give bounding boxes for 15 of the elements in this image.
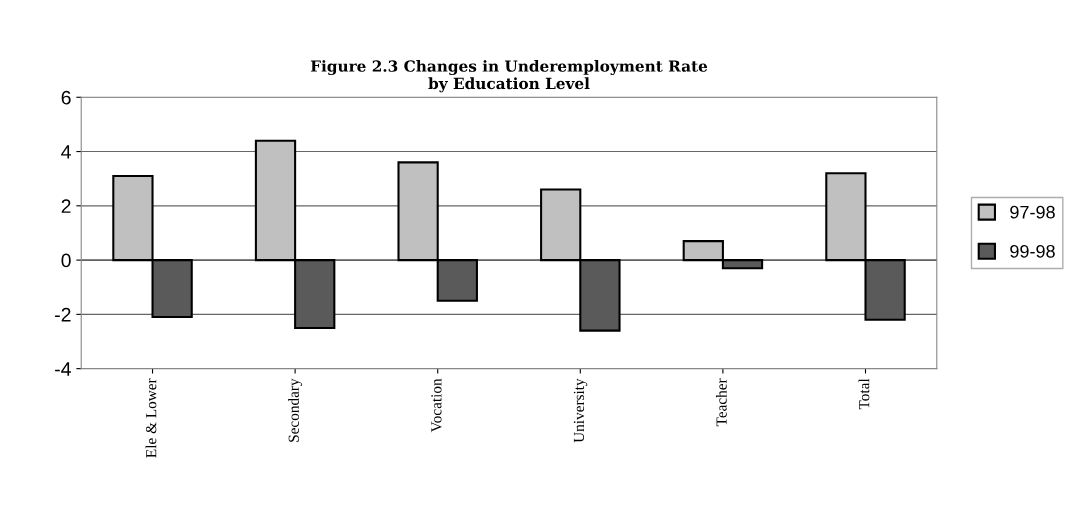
y-tick-label: 6 — [61, 90, 71, 105]
x-tick-label: Total — [858, 378, 870, 410]
x-tick-label: Vocation — [431, 378, 442, 433]
y-tick-label: 2 — [61, 199, 71, 213]
legend-label: 97-98 — [1010, 205, 1055, 219]
x-tick-label: Ele & Lower — [145, 378, 157, 458]
y-tick-label: 4 — [61, 145, 71, 159]
legend-label: 99-98 — [1010, 244, 1055, 258]
y-tick-label: 0 — [61, 253, 71, 268]
x-tick-label: Teacher — [715, 378, 727, 427]
x-tick-label: University — [573, 378, 588, 443]
x-tick-label: Secondary — [288, 378, 303, 442]
y-tick-label: -4 — [55, 362, 71, 376]
chart-title: Figure 2.3 Changes in Underemployment Rate by Education Level — [310, 60, 708, 93]
y-tick-label: -2 — [55, 307, 71, 322]
